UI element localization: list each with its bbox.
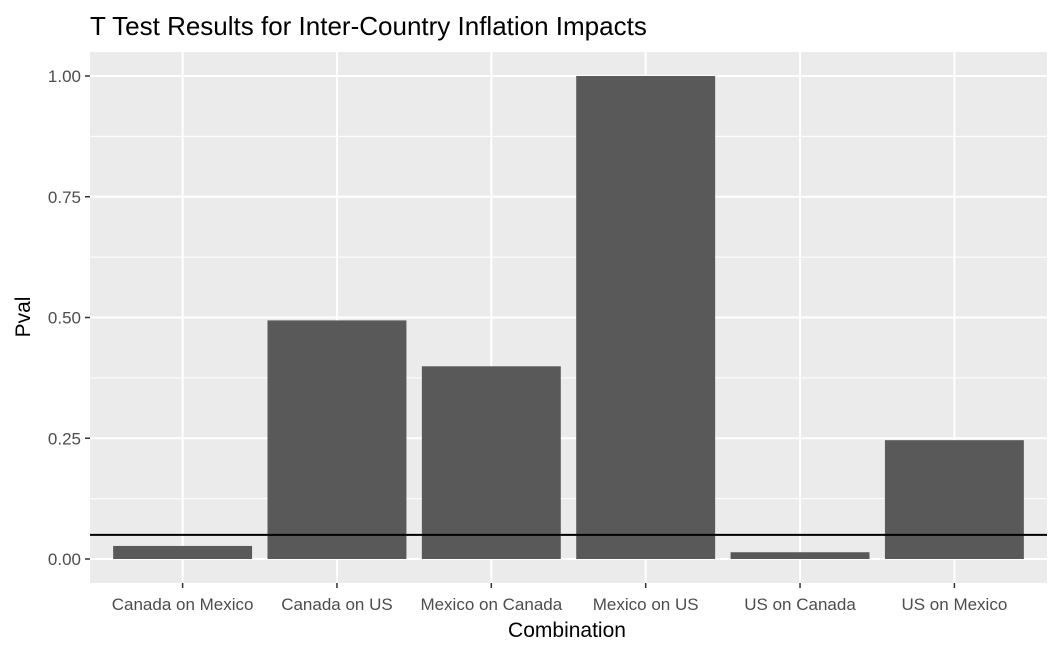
y-tick-label: 0.50: [48, 309, 81, 328]
x-tick-label: Canada on US: [281, 595, 393, 614]
x-tick-label: Mexico on US: [593, 595, 699, 614]
x-axis-title: Combination: [508, 619, 626, 642]
y-tick-label: 0.00: [48, 550, 81, 569]
bar: [730, 552, 870, 559]
y-tick-label: 0.75: [48, 188, 81, 207]
y-axis-ticks: 0.00 0.25 0.50 0.75 1.00: [48, 67, 90, 569]
x-tick-label: Canada on Mexico: [112, 595, 254, 614]
x-axis-ticks: Canada on Mexico Canada on US Mexico on Ca…: [112, 583, 1007, 614]
y-tick-label: 1.00: [48, 67, 81, 86]
bar: [421, 366, 561, 559]
bars: [113, 76, 1024, 559]
x-tick-label: Mexico on Canada: [420, 595, 562, 614]
bar: [576, 76, 716, 559]
x-tick-label: US on Mexico: [901, 595, 1007, 614]
chart-title: T Test Results for Inter-Country Inflati…: [90, 11, 647, 41]
bar: [267, 320, 407, 559]
y-axis-title: Pval: [12, 297, 35, 338]
x-tick-label: US on Canada: [744, 595, 856, 614]
bar: [884, 440, 1024, 559]
bar: [113, 545, 253, 559]
y-tick-label: 0.25: [48, 429, 81, 448]
